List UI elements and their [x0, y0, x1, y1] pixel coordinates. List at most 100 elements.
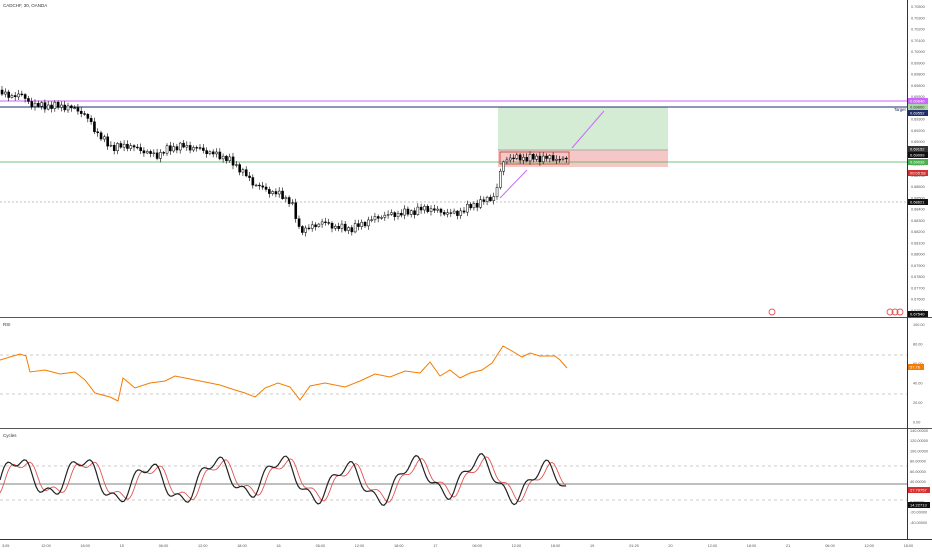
price-tick-label: 0.70300: [911, 16, 925, 20]
candle-body: [522, 157, 525, 161]
rsi-line[interactable]: [0, 345, 568, 402]
candle-body: [541, 155, 545, 163]
candle-body: [93, 121, 96, 133]
candle-body: [251, 177, 255, 186]
candle-body: [182, 142, 185, 148]
candle-body: [225, 155, 228, 161]
price-tick-label: 0.69300: [911, 118, 925, 122]
candle-body: [155, 152, 159, 159]
price-tick-label: 0.68400: [911, 208, 925, 212]
candle-body: [165, 145, 169, 154]
target-zone[interactable]: [498, 107, 668, 150]
cycles-main-tag: [908, 502, 930, 508]
candle-body: [439, 208, 443, 213]
projection-arrow[interactable]: [499, 169, 528, 199]
time-tick-label: 20: [668, 544, 672, 548]
candle-body: [429, 208, 433, 212]
candle-body: [185, 145, 189, 148]
candle-body: [466, 203, 469, 213]
economic-event-icon[interactable]: [768, 308, 776, 316]
candle-body: [419, 206, 423, 211]
candle-body: [7, 91, 10, 98]
time-tick-label: 06:00: [825, 544, 835, 548]
candle-body: [145, 151, 149, 154]
candle-body: [116, 143, 119, 152]
candle-body: [30, 101, 34, 107]
cycles-axis[interactable]: 140.00000 120.00000 100.00000 80.00000 60.00…: [910, 429, 928, 525]
candle-body: [436, 208, 439, 211]
consolidation-box[interactable]: [499, 151, 570, 165]
stop-zone[interactable]: [498, 150, 668, 167]
target-sub-tag: [908, 110, 928, 116]
economic-event-icon[interactable]: [891, 308, 899, 316]
candle-body: [442, 212, 446, 215]
time-tick-label: 18:00: [80, 544, 90, 548]
candle-body: [46, 104, 50, 110]
candle-body: [502, 161, 505, 172]
candle-body: [43, 102, 47, 110]
candle-body: [79, 110, 83, 114]
price-tick-label: 0.68000: [911, 253, 925, 257]
candle-body: [23, 94, 27, 99]
candle-body: [53, 101, 57, 109]
candle-body: [406, 208, 410, 215]
time-tick-label: 16: [276, 544, 280, 548]
time-tick-label: 21: [786, 544, 790, 548]
price-tick-label: 0.68100: [911, 241, 925, 245]
candle-body: [202, 147, 205, 151]
time-axis[interactable]: 3:05 12:00 18:00 15 06:00 12:00 18:00 16 06:00 12…: [2, 544, 913, 548]
candle-body: [109, 144, 113, 147]
countdown-value: 00:05:58: [910, 171, 926, 176]
candle-body: [89, 118, 93, 123]
candle-body: [195, 147, 199, 149]
candle-body: [122, 143, 126, 148]
countdown-tag: [908, 170, 928, 176]
candle-body: [27, 98, 30, 102]
cycles-signal-line[interactable]: [0, 456, 567, 503]
candle-body: [231, 156, 235, 166]
price-tick-label: 0.69600: [911, 84, 925, 88]
candle-body: [370, 219, 373, 221]
candle-body: [241, 169, 245, 173]
candle-body: [248, 175, 251, 178]
economic-event-icon[interactable]: [896, 308, 904, 316]
candle-body: [119, 143, 123, 148]
time-tick-label: 12:00: [864, 544, 874, 548]
candle-body: [396, 212, 400, 217]
price-tick-label: 0.70200: [911, 28, 925, 32]
cycles-main-line[interactable]: [0, 453, 567, 506]
price-tick-label: 0.67800: [911, 275, 925, 279]
candle-body: [211, 151, 215, 155]
bottom-level-tag: [908, 311, 928, 317]
projection-arrow[interactable]: [571, 110, 605, 149]
time-tick-label: 12:00: [708, 544, 718, 548]
time-tick-label: 18:00: [747, 544, 757, 548]
cycles-tick-label: 120.00000: [910, 439, 928, 443]
candle-body: [238, 164, 241, 173]
rsi-tick-label: 80.00: [913, 343, 923, 347]
candle-body: [142, 150, 146, 154]
candle-body: [70, 105, 73, 109]
time-tick-label: 12:00: [355, 544, 365, 548]
candle-body: [459, 210, 463, 216]
candle-body: [343, 223, 347, 231]
candle-body: [221, 155, 225, 160]
candle-body: [10, 95, 14, 98]
candle-body: [56, 101, 60, 108]
candle-body: [149, 151, 152, 154]
candle-body: [132, 145, 136, 148]
candle-body: [254, 184, 258, 187]
candle-body: [294, 202, 298, 219]
candle-body: [314, 224, 317, 228]
time-tick-label: 06:00: [159, 544, 169, 548]
target-level-tag: [908, 104, 928, 110]
candle-body: [565, 157, 568, 160]
rsi-tick-label: 100.00: [913, 323, 925, 327]
candle-body: [505, 159, 509, 163]
economic-event-icon[interactable]: [886, 308, 894, 316]
candle-body: [103, 136, 106, 140]
rsi-tick-label: 40.00: [913, 382, 923, 386]
